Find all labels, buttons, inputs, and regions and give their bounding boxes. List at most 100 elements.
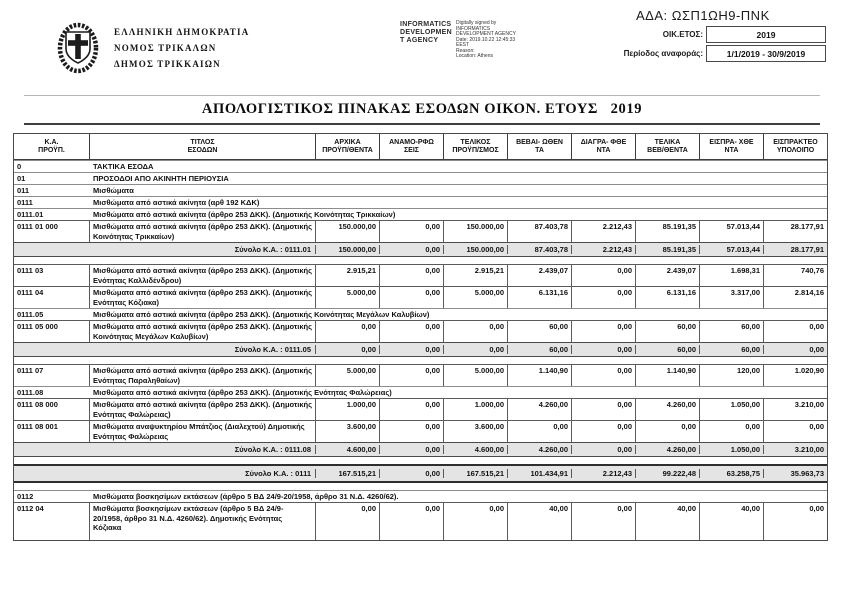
row-title: ΠΡΟΣΟΔΟΙ ΑΠΟ ΑΚΙΝΗΤΗ ΠΕΡΙΟΥΣΙΑ (93, 174, 229, 183)
section-row: 0111 Μισθώματα από αστικά ακίνητα (αρθ 19… (14, 196, 827, 208)
amount-cell: 0,00 (809, 504, 824, 513)
amount-cell: 2.212,43 (572, 221, 636, 242)
amount-cell: 0,00 (444, 344, 508, 355)
amount-cell: 150.000,00 (316, 221, 380, 242)
row-title: Μισθώματα βοσκησίμων εκτάσεων (άρθρο 5 Β… (90, 503, 316, 540)
amount-cell: 5.000,00 (444, 365, 508, 386)
amount-cell: 60,00 (636, 321, 700, 342)
amount-cell: 150.000,00 (444, 244, 508, 255)
table-header: Κ.Α. ΠΡΟΫΠ. ΤΙΤΛΟΣ ΕΣΟΔΩΝ ΑΡΧΙΚΑ ΠΡΟΫΠ/Θ… (14, 134, 827, 160)
amount-cell: 3.210,00 (794, 400, 824, 409)
amount-cell: 5.000,00 (444, 287, 508, 308)
coat-of-arms-icon (57, 22, 99, 74)
amount-cell: 0,00 (380, 421, 444, 442)
amount-cell: 167.515,21 (316, 468, 380, 479)
total-row: Σύνολο Κ.Α. : 0111.05 0,00 0,00 0,00 60,00 0,… (14, 342, 827, 357)
table-row: 0111 07 Μισθώματα από αστικά ακίνητα (άρθ… (14, 364, 827, 386)
amount-cell: 87.403,78 (508, 221, 572, 242)
amount-cell: 35.963,73 (790, 468, 824, 478)
table-row: 0111 08 000 Μισθώματα από αστικά ακίνητα … (14, 398, 827, 420)
total-label: Σύνολο Κ.Α. : 0111.01 (14, 244, 316, 255)
amount-cell: 6.131,16 (508, 287, 572, 308)
amount-cell: 2.915,21 (444, 265, 508, 286)
amount-cell: 0,00 (809, 322, 824, 331)
row-title: Μισθώματα από αστικά ακίνητα (άρθρο 253 … (90, 365, 316, 386)
amount-cell: 0,00 (444, 321, 508, 342)
ada-number: ΑΔΑ: ΩΣΠ1ΩΗ9-ΠΝΚ (636, 8, 770, 23)
row-title: Μισθώματα βοσκησίμων εκτάσεων (άρθρο 5 Β… (93, 492, 399, 501)
amount-cell: 57.013,44 (700, 244, 764, 255)
page-title: ΑΠΟΛΟΓΙΣΤΙΚΟΣ ΠΙΝΑΚΑΣ ΕΣΟΔΩΝ ΟΙΚΟΝ. ΕΤΟΥ… (201, 101, 643, 117)
amount-cell: 40,00 (636, 503, 700, 540)
amount-cell: 167.515,21 (444, 468, 508, 479)
budget-code: 01 (17, 174, 26, 183)
table-row: 0111 01 000 Μισθώματα από αστικά ακίνητα … (14, 220, 827, 242)
digital-signature-text: Digitally signed by INFORMATICS DEVELOPM… (456, 20, 516, 59)
amount-cell: 57.013,44 (700, 221, 764, 242)
row-title: Μισθώματα από αστικά ακίνητα (άρθρο 253 … (93, 388, 392, 397)
organization-block: ΕΛΛΗΝΙΚΗ ΔΗΜΟΚΡΑΤΙΑ ΝΟΜΟΣ ΤΡΙΚΑΛΩΝ ΔΗΜΟΣ… (114, 24, 249, 72)
total-label: Σύνολο Κ.Α. : 0111.05 (14, 344, 316, 355)
header-cell-receivable: ΕΙΣΠΡΑΚΤΕΟ ΥΠΟΛΟΙΠΟ (773, 138, 818, 154)
amount-cell: 2.212,43 (572, 244, 636, 255)
amount-cell: 0,00 (380, 444, 444, 455)
amount-cell: 4.260,00 (508, 444, 572, 455)
budget-code: 0111 (17, 198, 33, 207)
amount-cell: 4.260,00 (636, 399, 700, 420)
amount-cell: 0,00 (380, 265, 444, 286)
amount-cell: 0,00 (700, 421, 764, 442)
amount-cell: 0,00 (444, 503, 508, 540)
amount-cell: 0,00 (380, 365, 444, 386)
amount-cell: 4.260,00 (636, 444, 700, 455)
amount-cell: 0,00 (380, 321, 444, 342)
amount-cell: 0,00 (316, 344, 380, 355)
amount-cell: 60,00 (636, 344, 700, 355)
total-label: Σύνολο Κ.Α. : 0111 (14, 468, 316, 479)
report-period-value: 1/1/2019 - 30/9/2019 (726, 48, 806, 59)
amount-cell: 0,00 (380, 287, 444, 308)
amount-cell: 1.020,90 (794, 366, 824, 375)
amount-cell: 63.258,75 (700, 468, 764, 479)
amount-cell: 1.000,00 (316, 399, 380, 420)
section-row: 0112 Μισθώματα βοσκησίμων εκτάσεων (άρθρο… (14, 490, 827, 502)
header-cell-code: Κ.Α. ΠΡΟΫΠ. (14, 134, 90, 159)
amount-cell: 3.600,00 (444, 421, 508, 442)
section-row: 0111.08 Μισθώματα από αστικά ακίνητα (άρθ… (14, 386, 827, 398)
section-row: 01 ΠΡΟΣΟΔΟΙ ΑΠΟ ΑΚΙΝΗΤΗ ΠΕΡΙΟΥΣΙΑ (14, 172, 827, 184)
amount-cell: 3.317,00 (700, 287, 764, 308)
amount-cell: 0,00 (572, 365, 636, 386)
fiscal-year-box: 2019 (706, 26, 826, 43)
budget-code: 0 (17, 162, 22, 171)
amount-cell: 0,00 (380, 503, 444, 540)
amount-cell: 0,00 (380, 221, 444, 242)
budget-code: 0112 04 (14, 503, 90, 540)
report-period-label: Περίοδος αναφοράς: (623, 49, 703, 58)
budget-code: 0112 (17, 492, 34, 501)
ida-agency-name: INFORMATICS DEVELOPMEN T AGENCY (400, 21, 453, 44)
amount-cell: 0,00 (636, 421, 700, 442)
budget-code: 0111 01 000 (14, 221, 90, 242)
section-row: 0111.05 Μισθώματα από αστικά ακίνητα (άρθ… (14, 308, 827, 320)
amount-cell: 0,00 (380, 468, 444, 479)
amount-cell: 2.439,07 (508, 265, 572, 286)
row-title: Μισθώματα από αστικά ακίνητα (άρθρο 253 … (90, 399, 316, 420)
amount-cell: 28.177,91 (790, 222, 824, 231)
amount-cell: 120,00 (700, 365, 764, 386)
amount-cell: 4.600,00 (316, 444, 380, 455)
amount-cell: 150.000,00 (316, 244, 380, 255)
row-title: Μισθώματα από αστικά ακίνητα (άρθρο 253 … (90, 287, 316, 308)
amount-cell: 0,00 (572, 265, 636, 286)
budget-code: 0111 08 001 (14, 421, 90, 442)
amount-cell: 2.212,43 (572, 468, 636, 479)
amount-cell: 3.210,00 (794, 444, 824, 454)
total-row: Σύνολο Κ.Α. : 0111.01 150.000,00 0,00 150.0… (14, 242, 827, 257)
amount-cell: 3.600,00 (316, 421, 380, 442)
amount-cell: 0,00 (316, 321, 380, 342)
org-line-municipality: ΔΗΜΟΣ ΤΡΙΚΚΑΙΩΝ (114, 59, 221, 69)
budget-code: 0111 07 (14, 365, 90, 386)
amount-cell: 0,00 (380, 399, 444, 420)
amount-cell: 101.434,91 (508, 468, 572, 479)
amount-cell: 0,00 (572, 344, 636, 355)
row-title: ΤΑΚΤΙΚΑ ΕΣΟΔΑ (93, 162, 154, 171)
